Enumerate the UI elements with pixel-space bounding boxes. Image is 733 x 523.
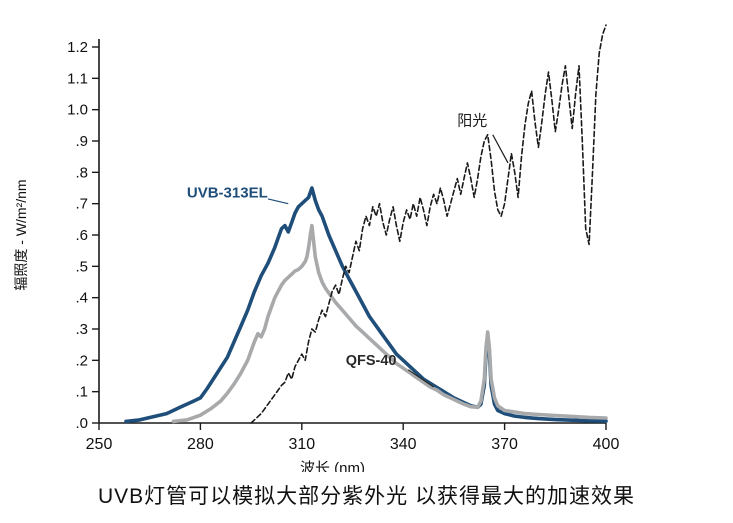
y-tick-label: .3	[75, 321, 88, 338]
y-tick-label: .5	[75, 258, 88, 275]
series-阳光	[250, 24, 607, 424]
series-UVB-313EL	[124, 186, 608, 424]
y-tick-label: 1.1	[67, 70, 88, 87]
y-tick-label: 1.0	[67, 102, 88, 119]
y-tick-label: .6	[75, 227, 88, 244]
annotation-uvb-313el: UVB-313EL	[187, 184, 268, 201]
y-tick-label: 1.2	[67, 39, 88, 56]
y-tick-label: .0	[75, 415, 88, 432]
chart-caption: UVB灯管可以模拟大部分紫外光 以获得最大的加速效果	[97, 485, 635, 508]
spectral-chart: 250 280 310 340 370 400 .0 .1 .2 .3 .4 .5 .6 .7 .8 .9 1.…	[13, 24, 620, 472]
y-tick-label: .2	[75, 352, 88, 369]
annotation-qfs-40: QFS-40	[346, 353, 397, 369]
annotation-yangguang: 阳光	[457, 112, 487, 129]
y-tick-label: .1	[75, 384, 88, 401]
chart-canvas: 250 280 310 340 370 400 .0 .1 .2 .3 .4 .5 .6 .7 .8 .9 1.…	[13, 24, 620, 472]
y-tick-label: .4	[75, 290, 88, 307]
x-tick-label: 370	[491, 436, 518, 453]
x-tick-label: 340	[390, 436, 417, 453]
y-tick-label: .7	[75, 196, 88, 213]
y-tick-label: .9	[75, 133, 88, 150]
annotation-leader-uvb-313el	[267, 198, 289, 205]
x-tick-label: 250	[86, 436, 113, 453]
annotation-leader-qfs-40	[407, 369, 434, 388]
x-tick-label: 310	[288, 436, 315, 453]
y-axis-label: 辐照度 - W/m²/nm	[13, 179, 29, 290]
x-tick-label: 400	[593, 436, 620, 453]
series-QFS-40	[171, 223, 608, 424]
annotation-leader-yangguang	[492, 134, 509, 164]
y-tick-label: .8	[75, 164, 88, 181]
x-axis-label: 波长 (nm)	[300, 460, 365, 472]
x-tick-label: 280	[187, 436, 214, 453]
